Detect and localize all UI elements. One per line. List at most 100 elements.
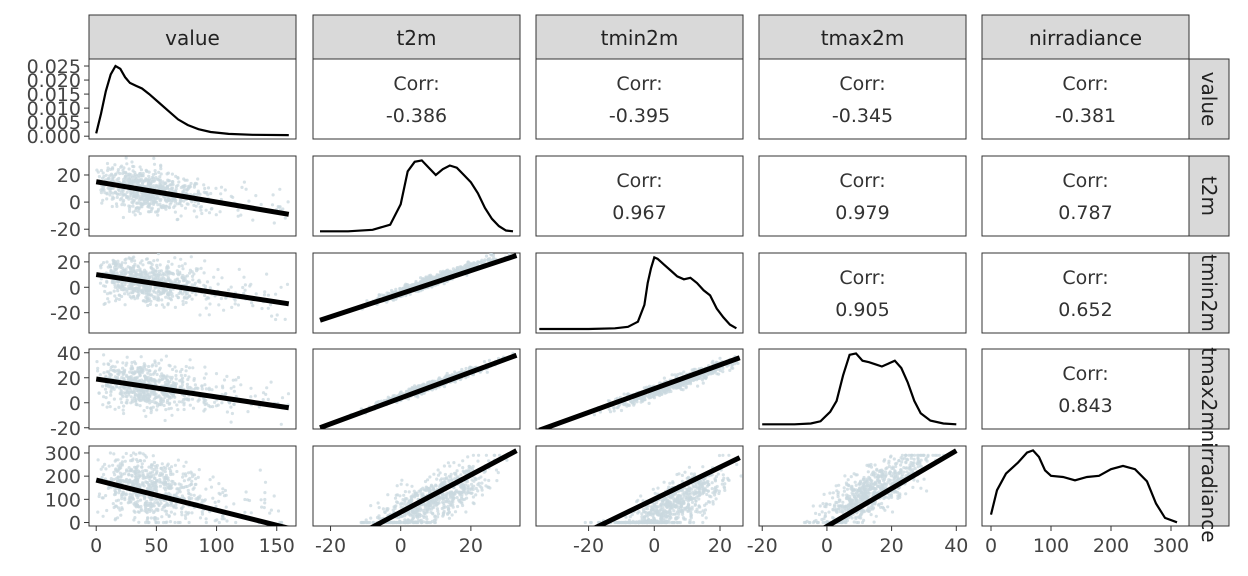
scatter-point	[114, 299, 118, 303]
scatter-point	[129, 193, 133, 197]
scatter-point	[104, 374, 108, 378]
scatter-point	[203, 259, 207, 263]
scatter-point	[183, 206, 188, 210]
scatter-point	[157, 185, 161, 189]
scatter-point	[109, 291, 113, 295]
scatter-point	[119, 165, 123, 169]
scatter-point	[134, 505, 138, 509]
scatter-point	[135, 368, 140, 373]
scatter-point	[113, 407, 117, 411]
panel-value-tmin2m: Corr:-0.395	[535, 58, 744, 140]
panel-border	[312, 58, 521, 140]
panel-border	[535, 252, 744, 334]
scatter-point	[118, 171, 122, 176]
scatter-point	[138, 404, 142, 408]
scatter-point	[453, 380, 457, 384]
panel-tmax2m-value	[88, 348, 297, 430]
scatter-point	[203, 284, 208, 288]
scatter-point	[148, 302, 152, 306]
scatter-point	[117, 466, 122, 470]
scatter-point	[188, 268, 192, 272]
scatter-point	[375, 400, 379, 404]
scatter-point	[111, 502, 115, 506]
scatter-point	[249, 511, 253, 515]
scatter-point	[180, 292, 185, 296]
scatter-point	[225, 410, 229, 414]
scatter-point	[120, 400, 124, 405]
scatter-point	[138, 380, 142, 384]
scatter-point	[207, 388, 211, 392]
scatter-point	[125, 177, 129, 181]
strip-label-value-top: value	[165, 26, 220, 50]
scatter-point	[99, 188, 103, 192]
scatter-point	[153, 497, 158, 501]
scatter-point	[151, 454, 155, 458]
scatter-point	[180, 383, 184, 387]
scatter-point	[205, 191, 209, 195]
scatter-point	[138, 388, 142, 392]
scatter-point	[146, 261, 151, 265]
scatter-point	[202, 376, 206, 380]
scatter-point	[182, 485, 186, 490]
scatter-point	[142, 179, 146, 183]
scatter-point	[105, 280, 109, 284]
scatter-point	[191, 278, 195, 282]
scatter-point	[662, 376, 667, 380]
scatter-point	[124, 156, 128, 160]
scatter-point	[117, 280, 121, 284]
scatter-point	[102, 395, 106, 399]
scatter-point	[404, 282, 408, 286]
scatter-point	[266, 293, 270, 297]
scatter-point	[239, 213, 243, 217]
scatter-point	[247, 498, 252, 503]
scatter-point	[466, 260, 470, 264]
scatter-point	[112, 174, 116, 178]
scatter-point	[121, 168, 125, 172]
scatter-point	[164, 509, 169, 513]
scatter-point	[688, 382, 693, 386]
scatter-point	[159, 167, 163, 171]
scatter-point	[101, 403, 105, 407]
scatter-point	[103, 289, 107, 294]
scatter-point	[163, 376, 167, 380]
scatter-point	[107, 464, 111, 468]
panel-border	[535, 348, 744, 430]
scatter-point	[106, 177, 110, 181]
scatter-point	[106, 166, 110, 170]
scatter-point	[149, 373, 153, 377]
scatter-point	[133, 510, 137, 514]
scatter-point	[272, 494, 276, 498]
scatter-point	[97, 492, 102, 496]
scatter-point	[157, 402, 162, 406]
scatter-point	[730, 366, 734, 370]
scatter-point	[222, 308, 226, 312]
scatter-point	[102, 371, 106, 375]
scatter-point	[196, 386, 200, 390]
scatter-point	[106, 186, 110, 190]
scatter-point	[435, 273, 439, 277]
scatter-point	[169, 200, 173, 205]
scatter-point	[178, 202, 182, 206]
scatter-point	[156, 293, 160, 297]
scatter-point	[136, 209, 140, 213]
scatter-point	[173, 200, 178, 204]
scatter-point	[120, 462, 124, 466]
scatter-point	[122, 166, 126, 170]
scatter-point	[715, 372, 719, 376]
scatter-point	[486, 257, 490, 261]
scatter-point	[183, 178, 187, 182]
scatter-point	[165, 485, 169, 490]
scatter-point	[451, 267, 455, 271]
scatter-point	[692, 367, 696, 371]
scatter-point	[154, 269, 158, 273]
scatter-point	[185, 281, 189, 286]
scatter-point	[121, 373, 125, 377]
scatter-point	[145, 273, 149, 277]
scatter-point	[158, 473, 162, 478]
scatter-point	[203, 293, 207, 298]
scatter-point	[140, 174, 144, 178]
scatter-point	[692, 376, 697, 380]
scatter-point	[160, 472, 165, 476]
scatter-point	[111, 463, 115, 467]
scatter-point	[208, 405, 212, 409]
